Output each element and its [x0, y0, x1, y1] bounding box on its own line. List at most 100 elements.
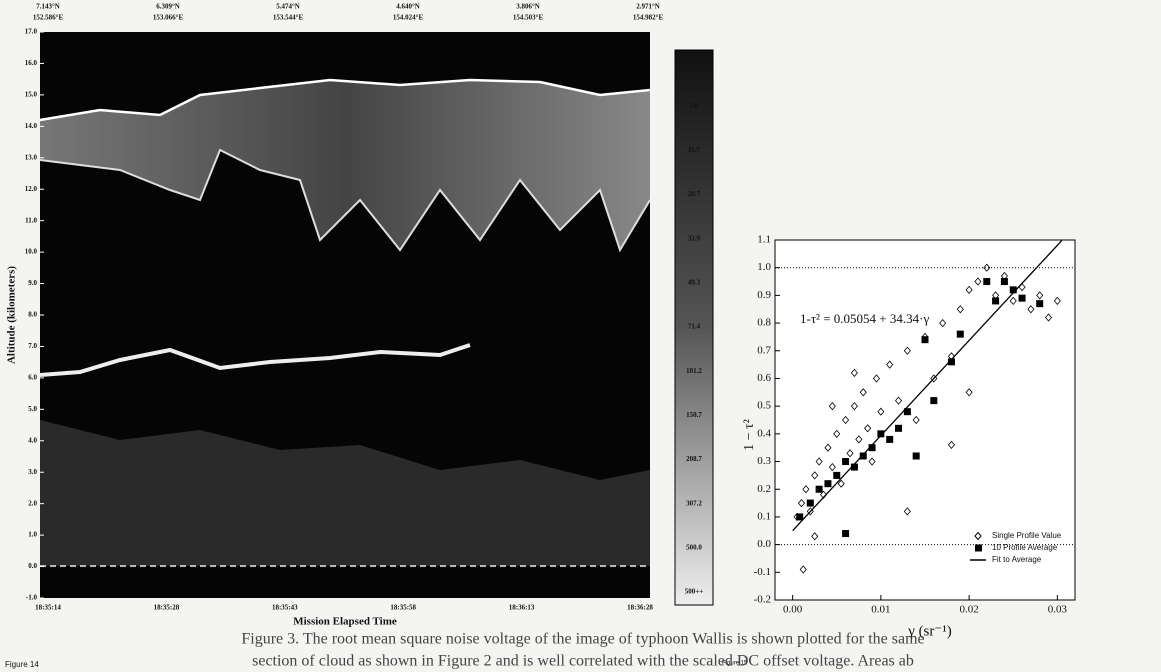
y-tick-label: 4.0: [28, 436, 37, 444]
point: [859, 388, 867, 397]
point: [983, 278, 991, 286]
point: [842, 415, 850, 425]
legend-label: Fit to Average: [992, 555, 1042, 564]
colorbar-label: 0.0: [690, 58, 699, 66]
y-tick-label: 11.0: [25, 216, 37, 224]
point: [895, 424, 903, 432]
colorbar-label: 500++: [685, 588, 703, 596]
legend-label: 10 Profile Average: [992, 543, 1058, 552]
point: [868, 457, 876, 466]
point: [921, 336, 929, 344]
point: [824, 480, 832, 488]
point: [877, 407, 885, 416]
point: [842, 530, 850, 538]
y-tick-label: 0.3: [757, 455, 771, 467]
y-tick-label: 0.8: [757, 317, 771, 329]
x-tick-label: 0.03: [1048, 604, 1068, 616]
colorbar-label: 71.4: [688, 323, 701, 331]
colorbar-label: 49.3: [688, 278, 701, 286]
point: [864, 424, 872, 433]
top-label: 154.982°E: [633, 14, 664, 22]
point: [797, 498, 805, 508]
point: [811, 532, 819, 541]
point: [833, 429, 841, 438]
point: [1036, 300, 1044, 308]
point: [912, 415, 920, 425]
legend-symbol: [975, 544, 982, 552]
point: [802, 485, 810, 494]
boundary-layer: [40, 420, 650, 566]
x-tick-label: 18:35:14: [35, 604, 61, 612]
point: [850, 463, 858, 471]
figure-label: Figure 14: [5, 660, 39, 669]
y-tick-label: 1.0: [757, 261, 771, 273]
point: [833, 471, 841, 479]
point: [903, 507, 911, 516]
point: [859, 452, 867, 460]
point: [828, 462, 836, 472]
y-tick-label: 0.0: [28, 562, 37, 570]
caption-line: Figure 3. The root mean square noise vol…: [241, 631, 924, 648]
y-tick-label: 12.0: [25, 185, 38, 193]
x-tick-label: 18:36:28: [627, 604, 653, 612]
colorbar-label: 307.2: [686, 499, 702, 507]
point: [947, 440, 955, 450]
y-tick-label: -0.1: [754, 566, 771, 578]
point: [939, 318, 947, 328]
x-tick-label: 18:35:43: [272, 604, 298, 612]
y-tick-label: -1.0: [26, 594, 38, 602]
y-tick-label: 0.4: [757, 427, 771, 439]
x-tick-label: 0.00: [783, 604, 803, 616]
aerosol-layer: [39, 343, 471, 377]
colorbar-label: 5.0: [690, 102, 699, 110]
y-tick-label: 0.1: [757, 510, 771, 522]
y-tick-label: 2.0: [28, 499, 37, 507]
point: [930, 374, 938, 383]
y-tick-label: -0.2: [754, 594, 771, 606]
point: [974, 277, 982, 286]
y-tick-label: 17.0: [25, 28, 38, 36]
y-tick-label: 0.0: [757, 538, 771, 550]
point: [1009, 286, 1017, 294]
point: [965, 388, 973, 397]
x-tick-label: 0.02: [959, 604, 978, 616]
point: [956, 330, 964, 338]
top-label: 2.971°N: [636, 3, 660, 11]
y-tick-label: 15.0: [25, 90, 38, 98]
y-tick-label: 7.0: [28, 342, 37, 350]
point: [930, 397, 938, 405]
y-tick-label: 10.0: [25, 248, 38, 256]
x-axis-label: Mission Elapsed Time: [293, 616, 397, 628]
point: [983, 263, 991, 272]
y-tick-label: 1.1: [757, 234, 771, 246]
point: [824, 443, 832, 452]
point: [828, 402, 836, 411]
colorbar: [674, 49, 714, 606]
x-tick-label: 18:35:58: [390, 604, 416, 612]
point: [806, 499, 814, 507]
point: [965, 285, 973, 294]
equation: 1-τ² = 0.05054 + 34.34·γ: [800, 311, 929, 326]
y-tick-label: 16.0: [25, 59, 38, 67]
colorbar-label: 101.2: [686, 367, 702, 375]
point: [992, 297, 1000, 305]
point: [1009, 296, 1017, 306]
y-tick-label: 0.9: [757, 289, 771, 301]
y-axis-label: Altitude (kilometers): [6, 266, 18, 364]
point: [837, 479, 845, 488]
top-label: 6.309°N: [156, 3, 180, 11]
point: [811, 471, 819, 480]
point: [956, 305, 964, 314]
point: [886, 435, 894, 443]
point: [886, 360, 894, 369]
point: [903, 346, 911, 355]
top-label: 154.024°E: [393, 14, 424, 22]
legend-symbol: [974, 531, 982, 541]
point: [868, 444, 876, 452]
point: [895, 396, 903, 405]
point: [877, 430, 885, 438]
cloud-layer: [40, 80, 650, 250]
colorbar-label: 150.7: [686, 411, 702, 419]
point: [850, 368, 858, 378]
y-tick-label: 0.2: [757, 483, 771, 495]
